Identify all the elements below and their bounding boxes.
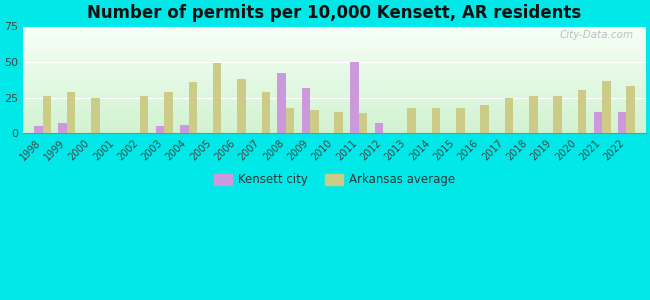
Bar bbox=[188, 82, 197, 133]
Bar bbox=[43, 96, 51, 133]
Bar bbox=[529, 96, 538, 133]
Bar bbox=[593, 112, 602, 133]
Bar bbox=[261, 92, 270, 133]
Bar bbox=[456, 107, 465, 133]
Bar bbox=[156, 126, 164, 133]
Bar bbox=[180, 124, 188, 133]
Legend: Kensett city, Arkansas average: Kensett city, Arkansas average bbox=[209, 169, 460, 191]
Bar bbox=[359, 113, 367, 133]
Bar bbox=[310, 110, 318, 133]
Bar bbox=[164, 92, 173, 133]
Bar bbox=[278, 74, 286, 133]
Bar bbox=[374, 123, 383, 133]
Bar bbox=[34, 126, 43, 133]
Bar bbox=[480, 105, 489, 133]
Bar bbox=[91, 98, 99, 133]
Bar bbox=[618, 112, 627, 133]
Bar bbox=[408, 107, 416, 133]
Bar bbox=[432, 107, 440, 133]
Bar bbox=[627, 86, 635, 133]
Bar bbox=[505, 98, 514, 133]
Bar bbox=[58, 123, 67, 133]
Text: City-Data.com: City-Data.com bbox=[559, 30, 633, 40]
Bar bbox=[286, 107, 294, 133]
Bar bbox=[140, 96, 148, 133]
Bar bbox=[553, 96, 562, 133]
Bar bbox=[602, 80, 610, 133]
Bar bbox=[237, 79, 246, 133]
Bar bbox=[302, 88, 310, 133]
Bar bbox=[578, 91, 586, 133]
Bar bbox=[335, 112, 343, 133]
Title: Number of permits per 10,000 Kensett, AR residents: Number of permits per 10,000 Kensett, AR… bbox=[87, 4, 582, 22]
Bar bbox=[213, 64, 222, 133]
Bar bbox=[350, 62, 359, 133]
Bar bbox=[67, 92, 75, 133]
